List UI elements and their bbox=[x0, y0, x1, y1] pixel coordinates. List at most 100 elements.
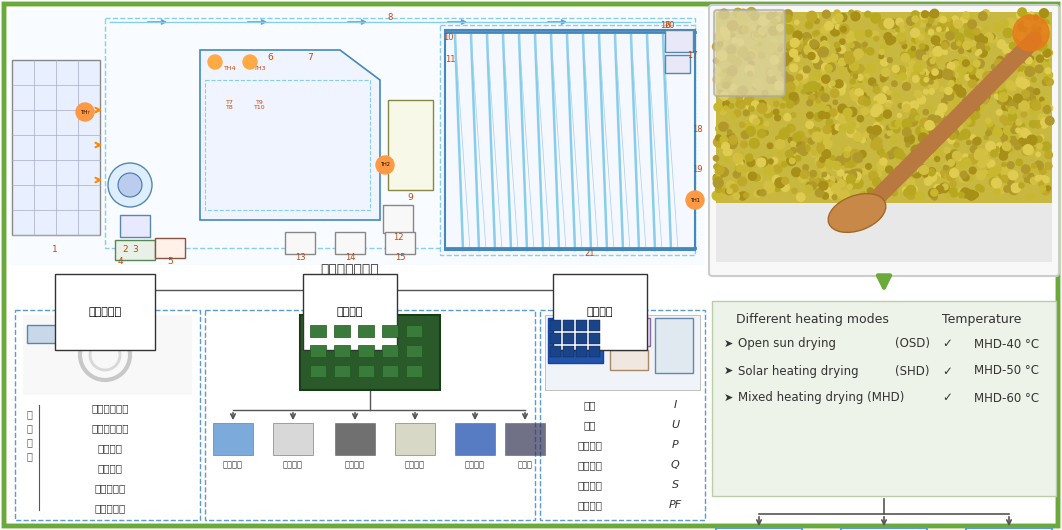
Circle shape bbox=[773, 101, 778, 107]
Circle shape bbox=[822, 63, 828, 70]
Circle shape bbox=[977, 105, 983, 112]
Circle shape bbox=[808, 52, 815, 59]
Circle shape bbox=[1000, 116, 1007, 123]
Circle shape bbox=[919, 34, 924, 40]
Circle shape bbox=[932, 69, 938, 75]
Circle shape bbox=[953, 152, 961, 160]
Circle shape bbox=[911, 47, 915, 51]
Bar bbox=[550, 320, 561, 331]
Circle shape bbox=[838, 82, 844, 88]
Circle shape bbox=[991, 84, 998, 92]
Circle shape bbox=[989, 33, 995, 39]
Circle shape bbox=[997, 40, 1006, 48]
Circle shape bbox=[1025, 67, 1034, 76]
Circle shape bbox=[931, 134, 937, 140]
Circle shape bbox=[817, 160, 824, 167]
Circle shape bbox=[778, 47, 783, 51]
Circle shape bbox=[716, 166, 724, 174]
Circle shape bbox=[959, 173, 969, 182]
Circle shape bbox=[732, 38, 737, 43]
Circle shape bbox=[1041, 56, 1048, 64]
Text: Mixed heating drying (MHD): Mixed heating drying (MHD) bbox=[738, 392, 905, 404]
Circle shape bbox=[783, 52, 789, 60]
Circle shape bbox=[915, 50, 925, 60]
Circle shape bbox=[790, 126, 795, 131]
Circle shape bbox=[944, 92, 954, 101]
Circle shape bbox=[948, 70, 958, 81]
Circle shape bbox=[974, 59, 980, 66]
Circle shape bbox=[787, 42, 793, 49]
Circle shape bbox=[1008, 180, 1014, 186]
Circle shape bbox=[1013, 15, 1049, 51]
Circle shape bbox=[755, 174, 763, 182]
Circle shape bbox=[821, 166, 826, 172]
Circle shape bbox=[862, 42, 868, 47]
Circle shape bbox=[981, 86, 990, 94]
Circle shape bbox=[1004, 186, 1010, 192]
Circle shape bbox=[907, 164, 917, 174]
FancyArrowPatch shape bbox=[874, 40, 1034, 201]
Circle shape bbox=[996, 143, 1004, 151]
Circle shape bbox=[1025, 57, 1032, 64]
Circle shape bbox=[819, 47, 828, 57]
Circle shape bbox=[1042, 49, 1051, 58]
Bar bbox=[335, 345, 350, 357]
Circle shape bbox=[892, 81, 897, 86]
Circle shape bbox=[946, 32, 955, 40]
Circle shape bbox=[950, 119, 956, 124]
Circle shape bbox=[847, 107, 857, 117]
Circle shape bbox=[971, 109, 976, 114]
Circle shape bbox=[746, 154, 753, 161]
Circle shape bbox=[992, 175, 998, 183]
Circle shape bbox=[980, 96, 989, 104]
Circle shape bbox=[804, 76, 809, 82]
Circle shape bbox=[811, 127, 817, 131]
Circle shape bbox=[976, 184, 982, 191]
Circle shape bbox=[731, 84, 737, 91]
Circle shape bbox=[900, 38, 906, 45]
Circle shape bbox=[768, 12, 774, 19]
Circle shape bbox=[1017, 34, 1026, 43]
Circle shape bbox=[804, 84, 809, 91]
Circle shape bbox=[930, 10, 939, 18]
Circle shape bbox=[1017, 32, 1025, 40]
Text: 卷帘机构: 卷帘机构 bbox=[223, 461, 243, 470]
Circle shape bbox=[925, 121, 935, 130]
Circle shape bbox=[855, 30, 864, 39]
Circle shape bbox=[724, 157, 730, 163]
Circle shape bbox=[789, 92, 798, 101]
Circle shape bbox=[730, 136, 734, 140]
Circle shape bbox=[966, 13, 974, 20]
Circle shape bbox=[838, 46, 845, 53]
Circle shape bbox=[741, 131, 749, 139]
Circle shape bbox=[718, 92, 724, 98]
Circle shape bbox=[911, 163, 920, 172]
Circle shape bbox=[833, 162, 841, 170]
Circle shape bbox=[929, 80, 939, 90]
Circle shape bbox=[840, 190, 850, 200]
Circle shape bbox=[860, 192, 867, 197]
Circle shape bbox=[847, 181, 855, 188]
Circle shape bbox=[990, 89, 995, 94]
Bar bbox=[335, 365, 350, 377]
Circle shape bbox=[880, 77, 886, 82]
Circle shape bbox=[920, 118, 929, 127]
Text: 15: 15 bbox=[395, 252, 406, 261]
Circle shape bbox=[982, 10, 990, 17]
Circle shape bbox=[758, 52, 765, 58]
Circle shape bbox=[872, 31, 878, 38]
Circle shape bbox=[962, 97, 972, 106]
Circle shape bbox=[774, 165, 782, 173]
Circle shape bbox=[1017, 33, 1022, 38]
Circle shape bbox=[811, 13, 819, 21]
Circle shape bbox=[755, 12, 759, 16]
Circle shape bbox=[818, 84, 826, 94]
Circle shape bbox=[733, 153, 742, 163]
Circle shape bbox=[822, 173, 830, 181]
Circle shape bbox=[978, 188, 983, 192]
Circle shape bbox=[725, 135, 734, 144]
Circle shape bbox=[714, 174, 719, 180]
Circle shape bbox=[857, 75, 863, 83]
Circle shape bbox=[863, 99, 871, 105]
Circle shape bbox=[1018, 47, 1029, 56]
